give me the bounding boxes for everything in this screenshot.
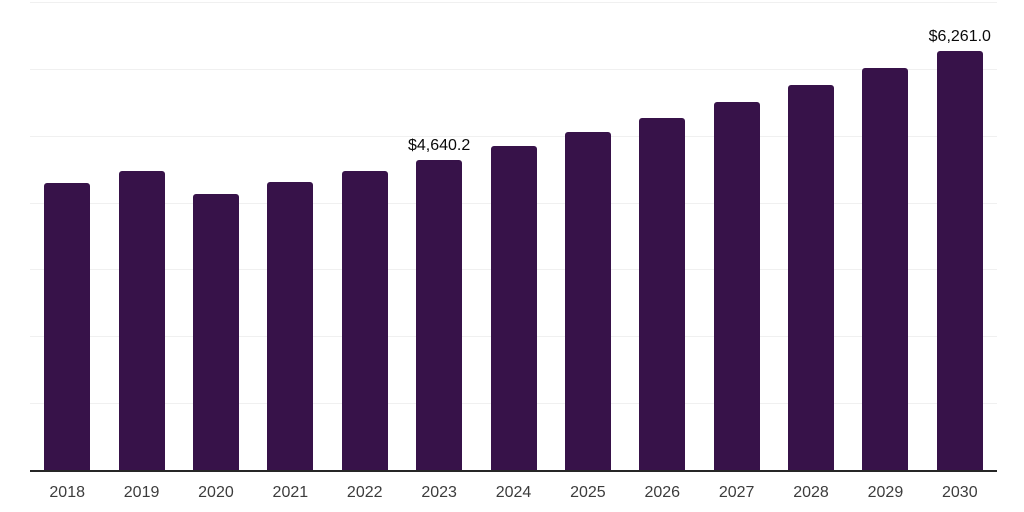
- x-tick-label-2023: 2023: [421, 484, 457, 501]
- x-tick-label-2018: 2018: [49, 484, 85, 501]
- x-tick-label-2029: 2029: [867, 484, 904, 501]
- plot-area: $4,640.2 $6,261.0: [30, 2, 997, 472]
- x-axis-line: [30, 470, 997, 472]
- bar-2028: [788, 84, 835, 470]
- x-tick-label-2024: 2024: [495, 484, 532, 501]
- bar-2020: [192, 193, 239, 470]
- x-tick-label-2021: 2021: [272, 484, 309, 501]
- bar-2027: [713, 101, 760, 470]
- bar-value-label-2023: $4,640.2: [407, 136, 471, 154]
- x-tick-label-2026: 2026: [644, 484, 681, 501]
- x-tick-label-2025: 2025: [570, 484, 606, 501]
- bar-2024: [490, 145, 537, 470]
- bar-value-label-2030: $6,261.0: [928, 28, 991, 46]
- x-tick-label-2019: 2019: [123, 484, 160, 501]
- x-tick-label-2030: 2030: [942, 484, 978, 501]
- bar-2025: [564, 132, 611, 470]
- bar-2018: [44, 182, 91, 470]
- bar-2029: [862, 67, 909, 470]
- x-tick-label-2022: 2022: [346, 484, 383, 501]
- bar-2023: [416, 159, 463, 470]
- gridline: [30, 135, 997, 137]
- bar-2021: [267, 182, 314, 470]
- gridline: [30, 2, 997, 3]
- x-tick-label-2027: 2027: [718, 484, 755, 501]
- gridline: [30, 68, 997, 70]
- bar-2026: [639, 117, 686, 470]
- bar-2019: [118, 171, 165, 470]
- x-tick-label-2020: 2020: [198, 484, 234, 501]
- bar-2030: [936, 51, 983, 470]
- bar-2022: [341, 170, 388, 470]
- x-tick-label-2028: 2028: [793, 484, 829, 501]
